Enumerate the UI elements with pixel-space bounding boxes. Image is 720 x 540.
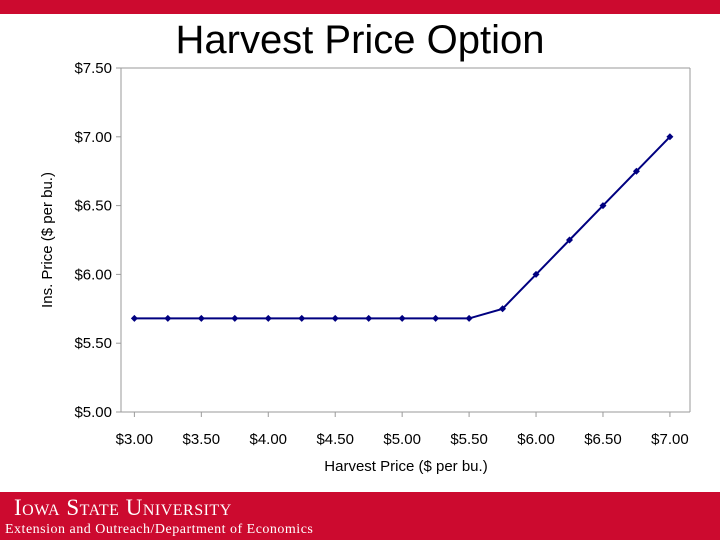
y-tick-label: $7.50 (74, 60, 112, 77)
university-logo: Iowa State University (14, 495, 232, 520)
x-axis-label: Harvest Price ($ per bu.) (324, 458, 487, 475)
x-tick-label: $7.00 (651, 431, 689, 448)
y-tick-label: $5.00 (74, 404, 112, 421)
data-point (130, 314, 138, 322)
top-accent-bar (0, 0, 720, 14)
data-point (398, 314, 406, 322)
y-axis-label: Ins. Price ($ per bu.) (39, 172, 56, 308)
page-title: Harvest Price Option (175, 18, 545, 62)
x-tick-label: $5.50 (450, 431, 488, 448)
y-axis-ticks: $5.00 $5.50 $6.00 $6.50 $7.00 $7.50 (74, 60, 121, 421)
data-point (465, 314, 473, 322)
x-tick-label: $4.50 (316, 431, 354, 448)
y-tick-label: $6.00 (74, 266, 112, 283)
y-tick-label: $7.00 (74, 129, 112, 146)
x-tick-label: $3.00 (116, 431, 154, 448)
x-tick-label: $3.50 (183, 431, 221, 448)
data-point (164, 314, 172, 322)
data-point (666, 133, 674, 141)
data-point (231, 314, 239, 322)
series-group (130, 133, 674, 322)
data-point (499, 305, 507, 313)
data-point (432, 314, 440, 322)
x-tick-label: $6.50 (584, 431, 622, 448)
series-line (134, 136, 671, 320)
data-point (599, 202, 607, 210)
y-tick-label: $5.50 (74, 335, 112, 352)
footer-bar: Iowa State University Extension and Outr… (0, 492, 720, 540)
x-tick-label: $4.00 (249, 431, 287, 448)
y-tick-label: $6.50 (74, 198, 112, 215)
data-point (566, 236, 574, 244)
x-tick-label: $6.00 (517, 431, 555, 448)
data-point (197, 314, 205, 322)
x-tick-label: $5.00 (383, 431, 421, 448)
data-point (632, 167, 640, 175)
data-point (264, 314, 272, 322)
data-point (365, 314, 373, 322)
data-point (298, 314, 306, 322)
line-chart: $5.00 $5.50 $6.00 $6.50 $7.00 $7.50 $3.00 $3.5… (39, 60, 691, 475)
x-axis-ticks: $3.00 $3.50 $4.00 $4.50 $5.00 $5.50 $6.00 $6.50… (116, 412, 689, 448)
data-point (532, 270, 540, 278)
footer-subtitle: Extension and Outreach/Department of Eco… (5, 522, 314, 537)
data-point (331, 314, 339, 322)
